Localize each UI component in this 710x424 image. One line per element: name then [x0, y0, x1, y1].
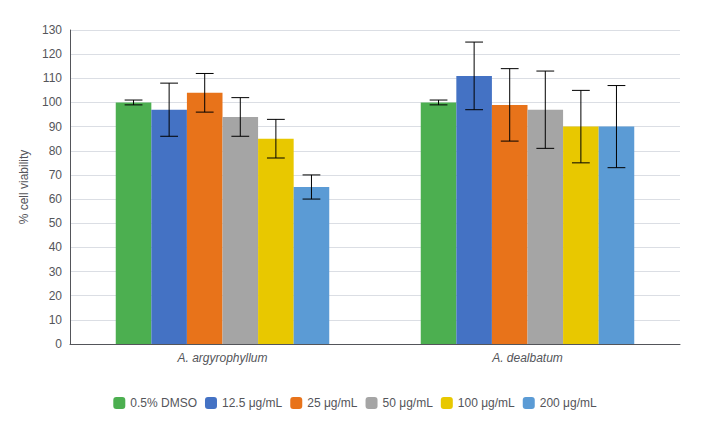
- svg-text:60: 60: [49, 192, 63, 206]
- svg-text:50: 50: [49, 216, 63, 230]
- svg-text:110: 110: [43, 71, 62, 85]
- svg-text:130: 130: [42, 23, 62, 37]
- svg-text:10: 10: [49, 313, 63, 327]
- svg-text:100 μg/mL: 100 μg/mL: [458, 396, 515, 410]
- svg-text:200 μg/mL: 200 μg/mL: [540, 396, 597, 410]
- svg-text:0: 0: [55, 337, 62, 351]
- svg-text:40: 40: [49, 240, 63, 254]
- svg-text:20: 20: [49, 289, 63, 303]
- svg-text:30: 30: [49, 265, 63, 279]
- svg-text:A. argyrophyllum: A. argyrophyllum: [176, 351, 267, 365]
- svg-text:100: 100: [42, 95, 62, 109]
- svg-text:A. dealbatum: A. dealbatum: [491, 351, 563, 365]
- svg-text:70: 70: [49, 168, 63, 182]
- svg-text:% cell viability: % cell viability: [17, 150, 31, 225]
- svg-text:120: 120: [42, 47, 62, 61]
- svg-text:50 μg/mL: 50 μg/mL: [383, 396, 434, 410]
- svg-text:12.5 μg/mL: 12.5 μg/mL: [222, 396, 283, 410]
- svg-text:0.5% DMSO: 0.5% DMSO: [130, 396, 197, 410]
- svg-text:90: 90: [49, 120, 63, 134]
- svg-text:25 μg/mL: 25 μg/mL: [307, 396, 358, 410]
- svg-text:80: 80: [49, 144, 63, 158]
